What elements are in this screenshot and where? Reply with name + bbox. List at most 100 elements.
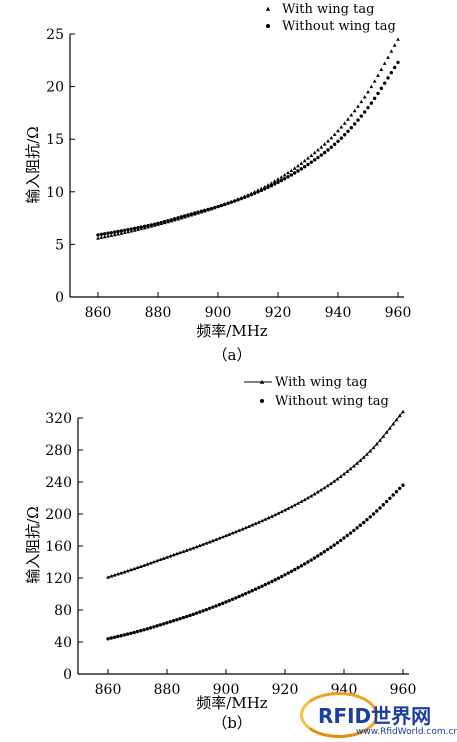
chart-b-legend-marker-2 <box>260 399 264 403</box>
chart-a-series-2-point <box>269 184 274 188</box>
chart-b-series-2-point <box>250 589 254 593</box>
chart-b-series-2-point <box>270 579 274 584</box>
chart-a-series-1-point <box>129 229 134 233</box>
chart-a-series-1-point <box>122 230 127 235</box>
chart-b-series-1-point <box>161 556 166 560</box>
chart-b-series-2-point <box>237 594 241 599</box>
chart-a-series-2-point <box>289 173 294 177</box>
chart-b-series-2-point <box>365 518 369 522</box>
chart-a-series-2-point <box>282 177 287 181</box>
chart-a-series-2-point <box>392 65 397 70</box>
chart-b-series-1-point <box>312 492 317 496</box>
chart-b-series-2-point <box>240 593 245 597</box>
chart-a-legend-marker-2 <box>266 24 270 28</box>
chart-b-series-1-point <box>368 449 373 453</box>
chart-b-series-1-point <box>397 413 402 418</box>
chart-b-series-2 <box>106 483 405 641</box>
chart-a-legend-series-2: Without wing tag <box>282 19 396 34</box>
chart-b-series-2-point <box>188 613 192 618</box>
chart-b-series-2-point <box>207 606 212 611</box>
chart-a-series-2-point <box>196 210 200 214</box>
chart-a-x-tick-label: 940 <box>325 305 352 321</box>
logo-text: RFID世界网 <box>318 704 432 728</box>
chart-b-series-2-point <box>247 590 251 594</box>
chart-b-series-1-point <box>132 566 137 571</box>
chart-b-series-1-point <box>276 511 281 515</box>
chart-b-series-1-point <box>247 524 251 528</box>
chart-b-series-1-point <box>158 557 163 562</box>
chart-a-series-2-point <box>116 229 120 234</box>
chart-b-series-1-point <box>355 461 360 465</box>
chart-a-series-2-point <box>152 222 157 226</box>
chart-b-series-1-point <box>296 501 301 505</box>
chart-b-series-2-point <box>293 567 297 572</box>
chart-b-y-tick-label: 240 <box>45 475 72 491</box>
chart-a-series-2-point <box>246 194 250 198</box>
chart-a-series-2-point <box>112 230 117 234</box>
chart-b-series-2-point <box>316 554 320 558</box>
chart-b-series-2-point <box>145 627 150 631</box>
chart-a-series-1-point <box>276 177 280 181</box>
chart-b-series-2-point <box>148 626 153 630</box>
chart-a-series-1-point <box>286 170 290 175</box>
chart-b-series-2-point <box>211 605 215 609</box>
chart-a-series-2-point <box>109 230 114 235</box>
chart-a-series-2-point <box>169 218 174 222</box>
chart-b-series-2-point <box>168 620 172 624</box>
chart-a-series-2-point <box>356 118 360 122</box>
chart-b-series-2-point <box>109 636 113 640</box>
chart-a-series-1-point <box>99 235 104 239</box>
chart-a-series-2-point <box>256 190 260 194</box>
chart-b-series-2-point <box>368 515 372 519</box>
chart-a-series-2-point <box>312 158 317 162</box>
chart-b-series-1-point <box>214 537 219 541</box>
chart-b-series-2-point <box>358 523 363 527</box>
chart-a-series-2-point <box>122 228 127 233</box>
chart-b-series-2-point <box>401 483 405 487</box>
chart-b-series-1-point <box>165 555 169 559</box>
chart-a-series-1-point <box>302 158 307 163</box>
chart-a-series-2-point <box>162 219 167 224</box>
chart-a-legend-marker-1 <box>265 6 271 11</box>
chart-a-series-2-point <box>96 233 100 237</box>
chart-b-series-1-point <box>279 509 284 514</box>
chart-b-series-2-point <box>184 614 189 619</box>
chart-b-series-2-point <box>339 538 343 543</box>
chart-a-series-2-point <box>159 220 164 225</box>
chart-a-y-tick-label: 20 <box>46 80 64 96</box>
chart-b-series-1-point <box>220 534 225 539</box>
chart-b-series-1-point <box>384 430 389 434</box>
chart-b-series-2-point <box>201 609 205 613</box>
chart-a: 0 5 10 15 20 25 860 880 900 920 940 960 With wing t… <box>24 2 411 364</box>
chart-a-series-2-point <box>106 231 110 235</box>
chart-a-series-1-point <box>296 163 300 168</box>
chart-a-series-1-point <box>346 117 350 121</box>
chart-a-series-2-point <box>322 150 327 155</box>
chart-b-series-1-point <box>381 434 386 438</box>
chart-a-series-2-point <box>376 91 380 96</box>
chart-b-series-1-point <box>233 529 238 534</box>
chart-b-x-tick-label: 880 <box>154 682 181 698</box>
chart-b-series-1-point <box>342 472 346 476</box>
chart-b-series-1-point <box>106 575 110 579</box>
chart-a-series-2-point <box>222 202 227 207</box>
chart-b-series-1-line <box>107 411 404 578</box>
chart-a-plot-area: 0 5 10 15 20 25 860 880 900 920 940 960 <box>46 6 412 321</box>
chart-a-x-tick-label: 960 <box>385 305 412 321</box>
chart-b-series-2-point <box>221 601 225 606</box>
chart-b-series-1-point <box>142 563 146 567</box>
chart-b-series-2-point <box>214 604 218 608</box>
chart-b-x-label: 频率/MHz <box>196 694 267 712</box>
chart-a-series-1-point <box>109 233 114 237</box>
chart-b-series-2-point <box>302 562 307 566</box>
chart-b-series-1-point <box>328 481 333 486</box>
chart-b-y-tick-label: 280 <box>45 443 72 459</box>
chart-b-series-2-point <box>355 526 359 530</box>
chart-b-series-1-point <box>256 520 261 524</box>
chart-a-series-2-point <box>276 180 280 185</box>
chart-a-series-2-point <box>142 224 147 229</box>
chart-a-series-2-point <box>359 114 364 118</box>
chart-b-series-2-point <box>142 628 146 632</box>
chart-a-series-2-point <box>309 160 314 164</box>
